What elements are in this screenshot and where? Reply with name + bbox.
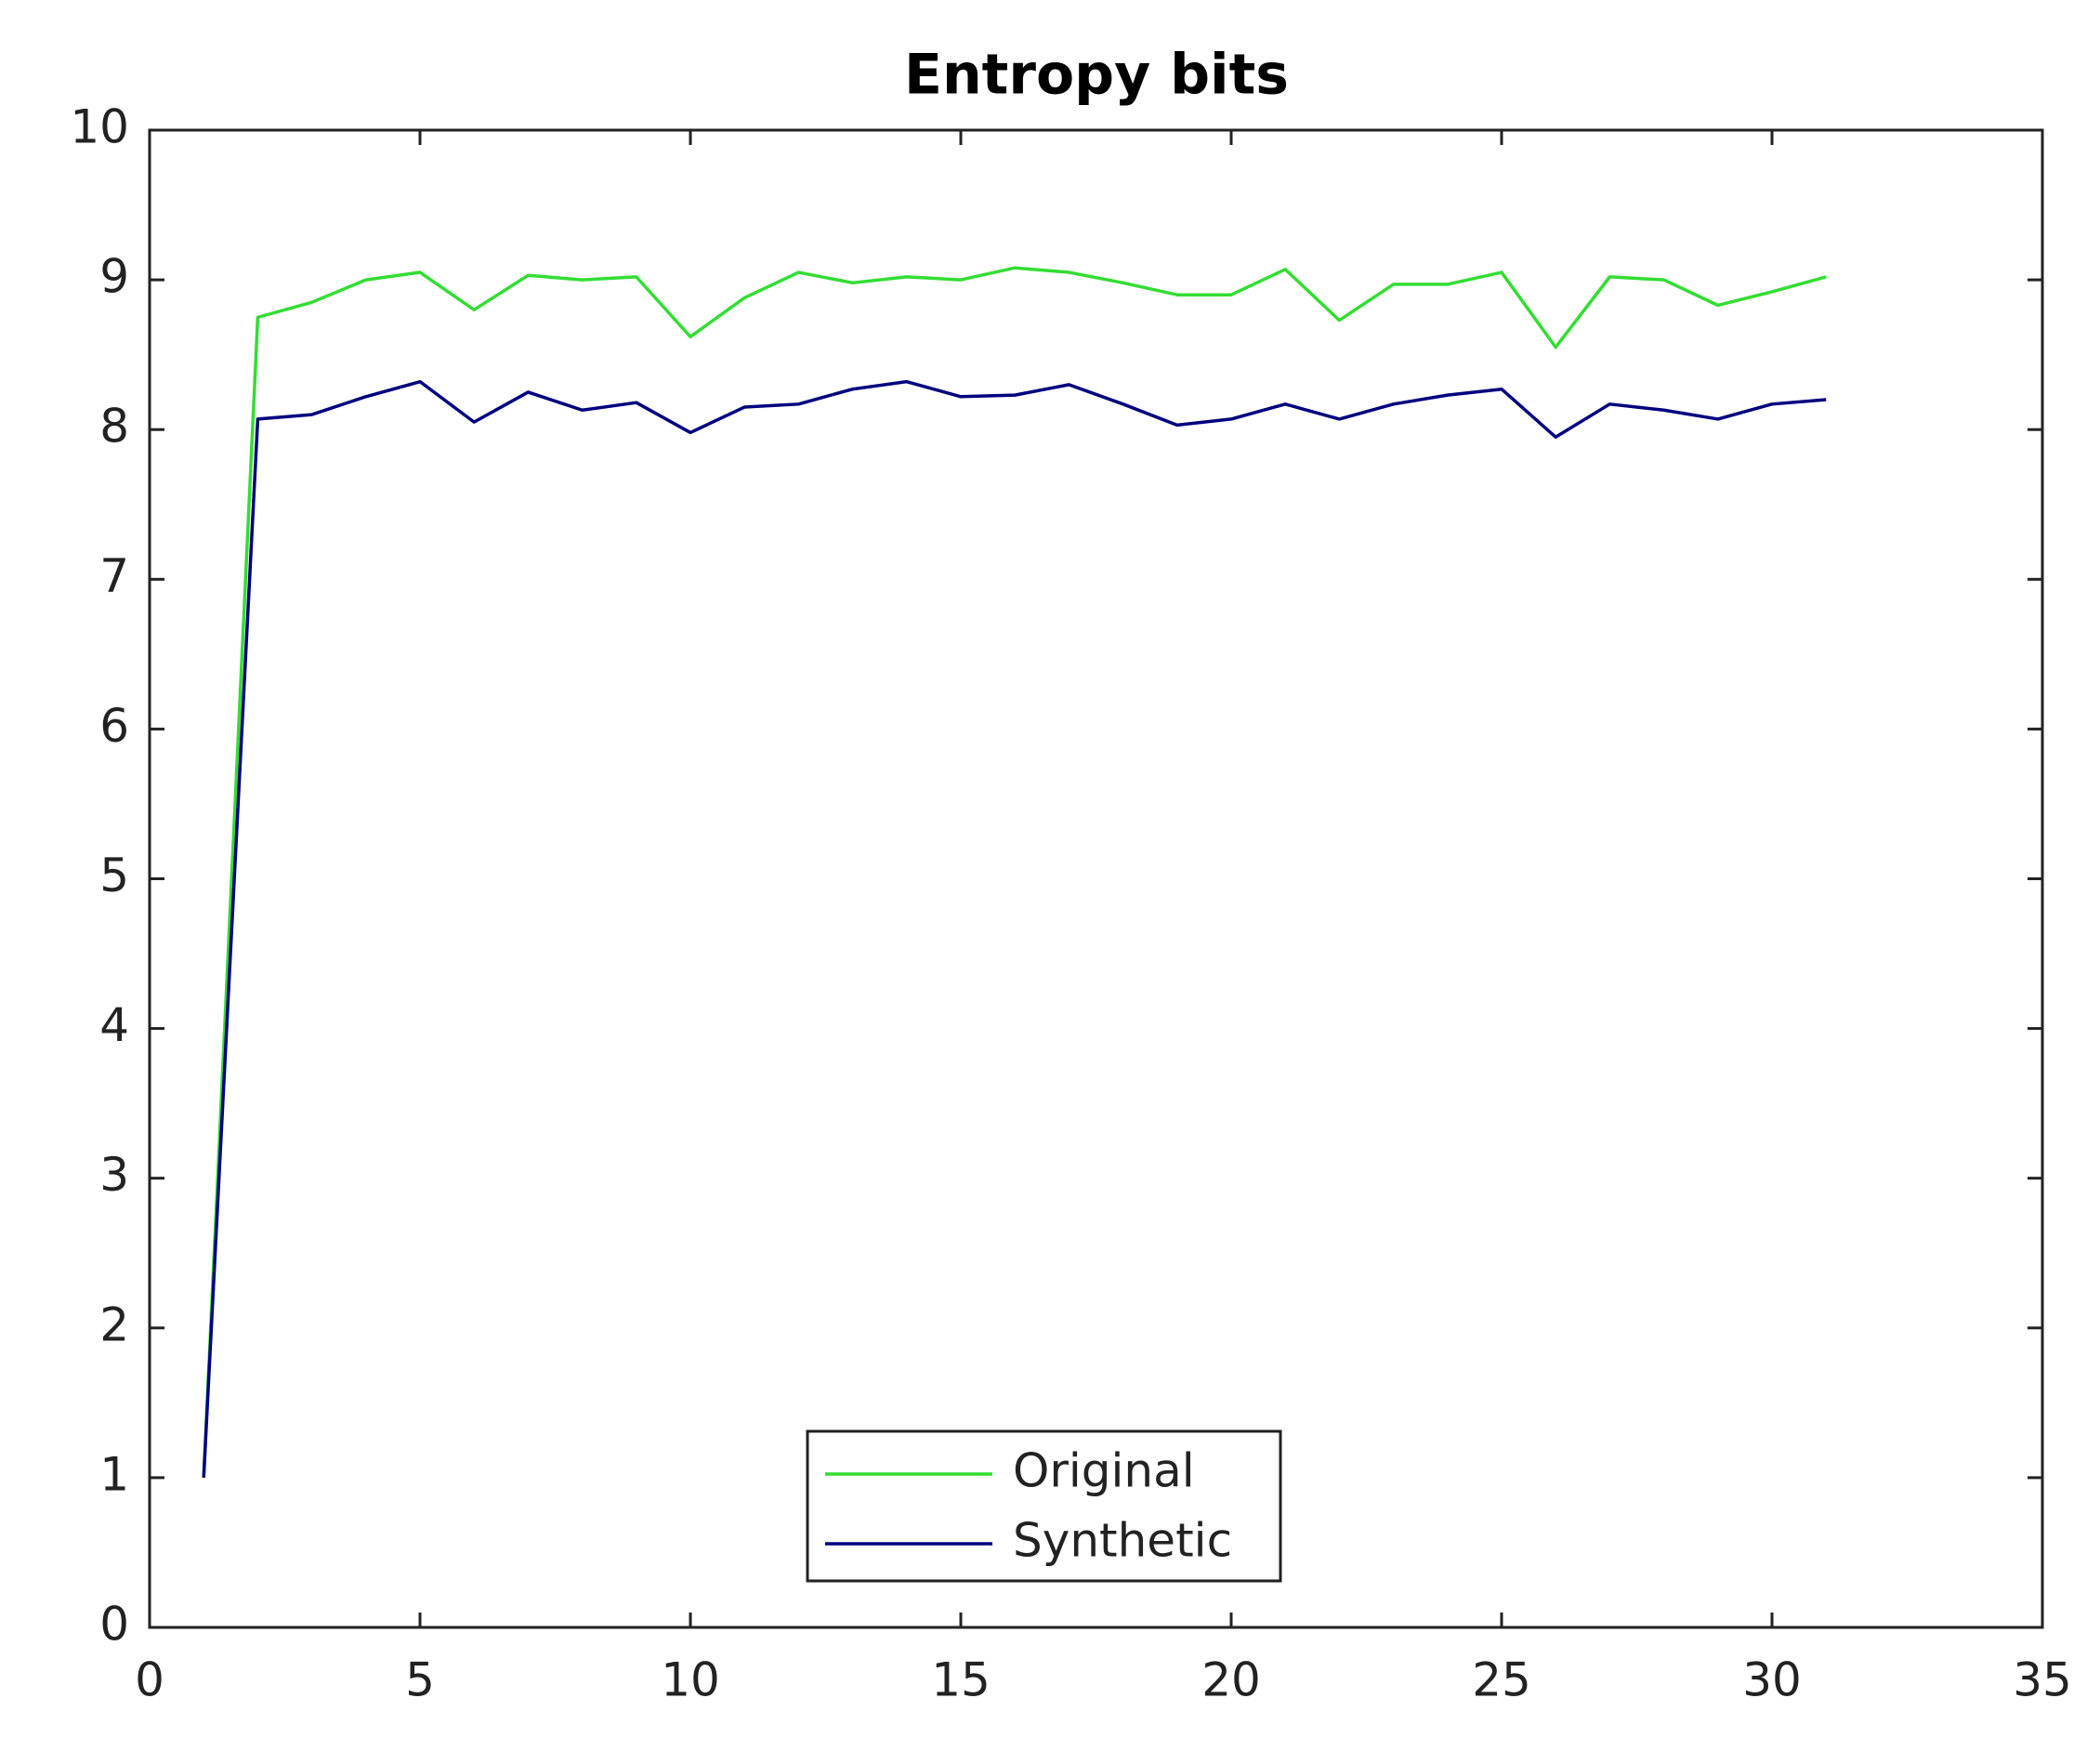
chart-title: Entropy bits (904, 43, 1289, 108)
x-tick-label: 15 (931, 1653, 991, 1707)
y-tick-label: 6 (99, 699, 129, 753)
legend-label: Original (1013, 1444, 1195, 1498)
x-tick-label: 30 (1742, 1653, 1802, 1707)
y-tick-label: 1 (99, 1447, 129, 1501)
y-tick-label: 7 (99, 549, 129, 603)
y-tick-label: 5 (99, 849, 129, 902)
series-line (202, 266, 1827, 1478)
y-tick-label: 0 (99, 1598, 129, 1652)
x-tick-label: 20 (1201, 1653, 1261, 1707)
y-tick-label: 9 (99, 250, 129, 304)
y-tick-label: 2 (99, 1297, 129, 1351)
y-tick-label: 3 (99, 1148, 129, 1202)
x-tick-label: 5 (405, 1653, 435, 1707)
x-tick-label: 35 (2013, 1653, 2072, 1707)
legend-label: Synthetic (1013, 1514, 1232, 1568)
x-tick-label: 25 (1472, 1653, 1531, 1707)
legend-box (806, 1429, 1282, 1583)
series-line (202, 379, 1827, 1478)
y-tick-label: 8 (99, 400, 129, 454)
x-tick-label: 10 (661, 1653, 720, 1707)
legend: Original Synthetic (806, 1429, 1282, 1583)
y-tick-label: 4 (99, 998, 129, 1052)
axes-box (148, 128, 2044, 1629)
y-tick-label: 10 (70, 100, 129, 154)
x-tick-label: 0 (135, 1653, 164, 1707)
